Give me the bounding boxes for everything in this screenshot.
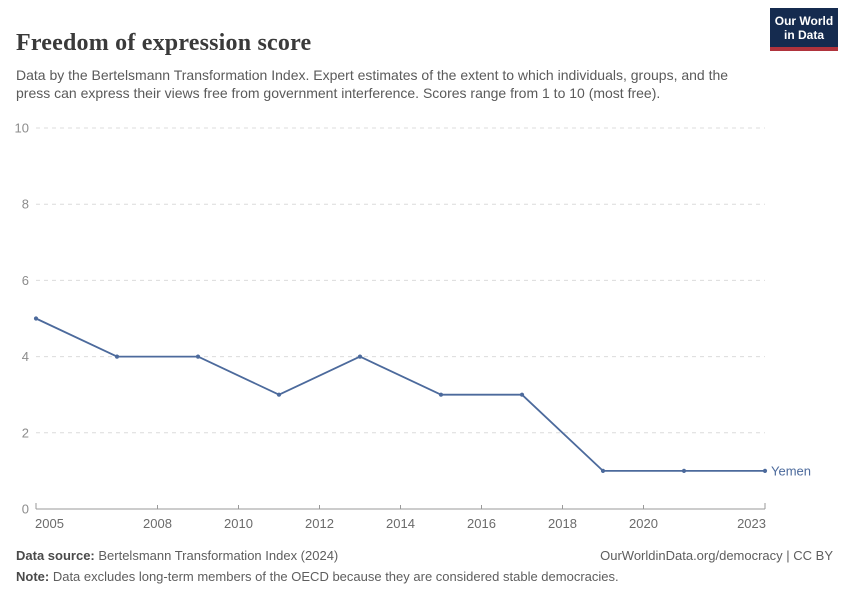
data-point-marker[interactable] (33, 316, 39, 321)
y-axis-tick-label: 4 (22, 349, 29, 364)
x-axis-tick-label: 2014 (386, 516, 415, 531)
page-title: Freedom of expression score (16, 30, 312, 57)
note-text: Data excludes long-term members of the O… (49, 569, 619, 584)
y-axis-tick-label: 2 (22, 425, 29, 440)
x-axis-tick-label: 2020 (629, 516, 658, 531)
data-point-marker[interactable] (276, 392, 282, 397)
owid-logo[interactable]: Our World in Data (770, 8, 838, 51)
x-axis-tick-label: 2005 (35, 516, 64, 531)
x-axis-tick-label: 2008 (143, 516, 172, 531)
attribution-link[interactable]: OurWorldinData.org/democracy | CC BY (600, 548, 833, 563)
data-point-marker[interactable] (195, 354, 201, 359)
data-source-line: Data source: Bertelsmann Transformation … (16, 548, 338, 563)
chart-subtitle: Data by the Bertelsmann Transformation I… (16, 67, 729, 101)
y-axis-tick-label: 0 (22, 502, 29, 517)
data-point-marker[interactable] (519, 392, 525, 397)
data-point-marker[interactable] (114, 354, 120, 359)
owid-logo-line2: in Data (783, 28, 824, 42)
note-line: Note: Data excludes long-term members of… (16, 569, 619, 584)
trend-line-yemen[interactable] (35, 317, 766, 472)
data-point-marker[interactable] (438, 392, 444, 397)
data-point-marker[interactable] (681, 468, 687, 473)
x-axis-tick-label: 2018 (548, 516, 577, 531)
note-label: Note: (16, 569, 50, 584)
x-axis-tick-label: 2010 (224, 516, 253, 531)
data-point-marker[interactable] (762, 468, 768, 473)
y-axis-tick-label: 10 (15, 121, 29, 136)
owid-logo-line1: Our World (774, 14, 834, 28)
y-axis-tick-label: 8 (22, 197, 29, 212)
data-point-marker[interactable] (600, 468, 606, 473)
data-point-marker[interactable] (357, 354, 363, 359)
data-source-text: Bertelsmann Transformation Index (2024) (94, 548, 339, 563)
x-axis-tick-label: 2023 (737, 516, 766, 531)
series-label-yemen[interactable]: Yemen (771, 463, 811, 478)
y-axis-tick-label: 6 (22, 273, 29, 288)
data-source-label: Data source: (16, 548, 95, 563)
x-axis-tick-label: 2016 (467, 516, 496, 531)
x-axis-tick-label: 2012 (305, 516, 334, 531)
